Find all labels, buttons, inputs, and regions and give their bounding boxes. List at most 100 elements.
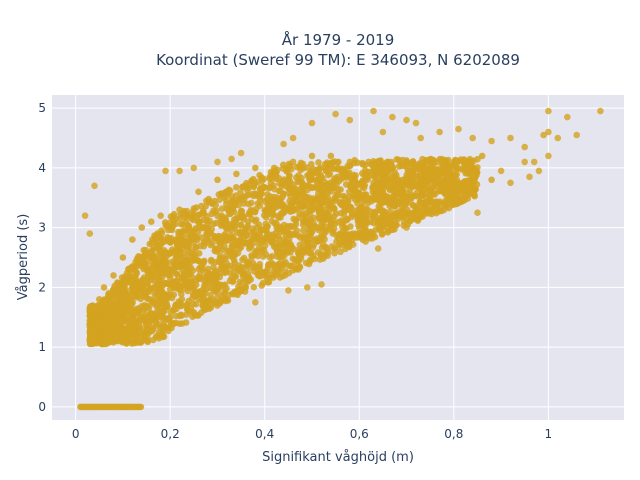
data-point [335, 158, 342, 166]
data-point [126, 278, 134, 285]
data-point [460, 158, 467, 166]
data-point [119, 254, 127, 261]
data-point [258, 246, 266, 254]
data-point [199, 258, 206, 266]
data-point [318, 236, 325, 243]
data-point [465, 165, 473, 173]
data-point [411, 215, 419, 222]
data-point [113, 302, 121, 309]
data-point [312, 195, 320, 202]
data-point [315, 176, 322, 183]
data-point [361, 217, 368, 224]
data-point [158, 253, 165, 260]
data-point [216, 196, 223, 203]
data-point [212, 276, 220, 284]
data-point [270, 164, 278, 172]
data-point [239, 270, 246, 277]
data-point [402, 193, 410, 201]
data-point [362, 196, 369, 204]
data-point [96, 296, 103, 303]
data-point [242, 284, 250, 291]
data-point [99, 303, 106, 311]
data-point [160, 279, 168, 287]
data-point [545, 128, 552, 136]
data-point [199, 291, 207, 299]
data-point [521, 158, 528, 166]
data-point [346, 116, 354, 124]
data-point [374, 245, 382, 252]
data-point [214, 300, 222, 307]
data-point [400, 208, 407, 215]
data-point [203, 230, 210, 237]
data-point [342, 234, 349, 241]
data-point [347, 173, 355, 181]
y-tick-label: 4 [38, 161, 46, 175]
data-point [521, 143, 528, 151]
data-point [168, 226, 176, 234]
data-point [91, 182, 98, 190]
data-point [345, 243, 353, 251]
chart-title-line2: Koordinat (Sweref 99 TM): E 346093, N 62… [156, 51, 520, 69]
data-point [444, 180, 451, 187]
data-point [422, 204, 429, 212]
data-point [408, 172, 416, 179]
data-point [207, 291, 214, 299]
data-point [545, 107, 552, 115]
data-point [216, 281, 224, 288]
data-point [167, 237, 175, 244]
data-point [209, 240, 216, 247]
data-point [287, 223, 295, 231]
data-point [248, 199, 255, 207]
data-point [425, 174, 432, 182]
data-point [213, 219, 220, 227]
data-point [252, 216, 260, 224]
data-point [203, 217, 210, 224]
data-point [230, 256, 238, 264]
data-point [340, 211, 348, 218]
data-point [327, 160, 334, 168]
data-point [243, 274, 251, 282]
data-point [422, 164, 429, 172]
data-point [429, 156, 437, 164]
data-point [308, 172, 316, 179]
data-point [362, 169, 370, 176]
data-point [319, 199, 327, 207]
data-point [218, 205, 226, 212]
data-point [280, 140, 287, 148]
data-point [198, 234, 206, 241]
data-point [371, 191, 378, 198]
data-point [388, 216, 395, 224]
data-point [218, 212, 225, 219]
data-point [224, 236, 232, 244]
data-point [151, 288, 159, 296]
data-point [144, 282, 152, 290]
data-point [308, 152, 316, 160]
data-point [344, 199, 351, 206]
data-point [266, 173, 274, 180]
data-point [277, 200, 285, 208]
data-point [379, 128, 387, 136]
data-point [116, 318, 123, 326]
data-point [264, 265, 272, 272]
data-point [178, 273, 186, 281]
data-point [267, 200, 274, 207]
data-point [378, 207, 386, 215]
data-point [288, 207, 296, 214]
data-point [155, 234, 163, 242]
data-point [150, 300, 158, 308]
data-point [157, 313, 165, 320]
data-point [195, 250, 203, 257]
data-point [189, 267, 197, 275]
data-point [379, 176, 386, 184]
data-point [450, 161, 457, 169]
data-point [114, 309, 121, 317]
data-point [279, 240, 287, 248]
data-point [248, 253, 256, 261]
data-point [237, 149, 245, 157]
data-point [299, 248, 306, 255]
x-tick-label: 0 [72, 427, 80, 441]
data-point [239, 279, 246, 286]
data-point [252, 164, 259, 172]
data-point [229, 290, 236, 297]
data-point [152, 258, 159, 266]
